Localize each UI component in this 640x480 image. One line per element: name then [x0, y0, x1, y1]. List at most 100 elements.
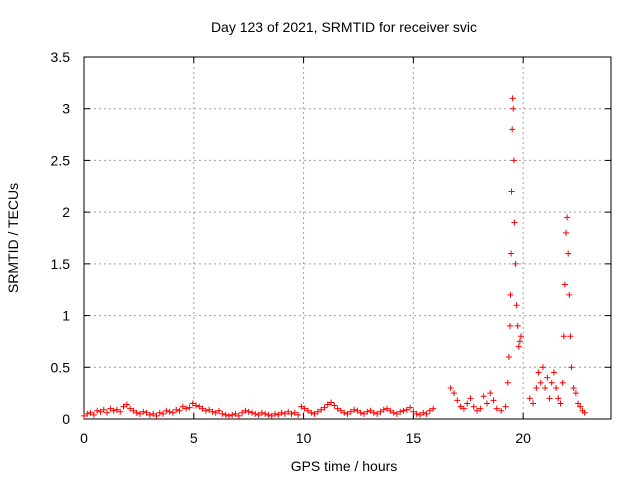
- data-point: [235, 412, 242, 419]
- data-point: [493, 405, 500, 412]
- data-point: [308, 409, 315, 416]
- y-axis-label: SRMTID / TECUs: [5, 183, 21, 293]
- data-point: [222, 411, 229, 418]
- data-point: [400, 407, 407, 414]
- data-point: [374, 410, 381, 417]
- data-point: [225, 412, 232, 419]
- data-point: [377, 408, 384, 415]
- data-point: [351, 406, 358, 413]
- data-point: [324, 401, 331, 408]
- data-point: [420, 409, 427, 416]
- data-point: [130, 407, 137, 414]
- data-point: [367, 407, 374, 414]
- data-point: [262, 410, 269, 417]
- data-point: [397, 408, 404, 415]
- data-point: [516, 338, 523, 345]
- data-point: [544, 374, 551, 381]
- data-point: [487, 390, 494, 397]
- data-point: [515, 343, 522, 350]
- data-point: [480, 393, 487, 400]
- data-point: [460, 405, 467, 412]
- data-point: [166, 408, 173, 415]
- data-point: [321, 404, 328, 411]
- data-point: [311, 410, 318, 417]
- data-point: [285, 408, 292, 415]
- data-point: [568, 364, 575, 371]
- data-point: [454, 397, 461, 404]
- data-point: [539, 364, 546, 371]
- data-point: [526, 395, 533, 402]
- x-tick-label: 20: [515, 430, 531, 446]
- data-point: [510, 157, 517, 164]
- data-point: [153, 412, 160, 419]
- y-tick-label: 2: [62, 204, 70, 220]
- data-point: [517, 333, 524, 340]
- data-point: [450, 390, 457, 397]
- data-point: [150, 410, 157, 417]
- data-point: [407, 404, 414, 411]
- data-point: [559, 379, 566, 386]
- data-point: [513, 302, 520, 309]
- data-point: [127, 405, 134, 412]
- data-point: [314, 408, 321, 415]
- data-point: [189, 400, 196, 407]
- data-point: [506, 322, 513, 329]
- data-point: [179, 403, 186, 410]
- data-point: [507, 291, 514, 298]
- data-point: [557, 400, 564, 407]
- data-point: [186, 404, 193, 411]
- data-point: [219, 410, 226, 417]
- data-point: [81, 412, 87, 419]
- data-point: [577, 403, 584, 410]
- data-point: [470, 403, 477, 410]
- y-tick-label: 2.5: [51, 152, 71, 168]
- data-point: [423, 410, 430, 417]
- data-point: [370, 409, 377, 416]
- data-point: [337, 407, 344, 414]
- data-point: [467, 395, 474, 402]
- data-point: [511, 219, 518, 226]
- data-point: [212, 409, 219, 416]
- x-tick-label: 5: [190, 430, 198, 446]
- data-point: [163, 407, 170, 414]
- data-point: [255, 411, 262, 418]
- grid: [84, 57, 611, 419]
- data-point: [252, 410, 259, 417]
- y-tick-label: 1.5: [51, 256, 71, 272]
- data-point: [90, 411, 97, 418]
- data-point: [410, 408, 417, 415]
- data-point: [416, 411, 423, 418]
- data-point: [341, 409, 348, 416]
- data-point: [258, 409, 265, 416]
- data-point: [288, 410, 295, 417]
- data-point: [104, 409, 111, 416]
- data-point: [510, 105, 517, 112]
- data-point: [192, 402, 199, 409]
- data-point: [97, 408, 104, 415]
- data-point: [548, 379, 555, 386]
- data-point: [107, 405, 114, 412]
- data-point: [357, 409, 364, 416]
- data-point: [509, 126, 516, 133]
- y-tick-label: 3.5: [51, 49, 71, 65]
- data-point: [344, 410, 351, 417]
- data-point: [457, 403, 464, 410]
- data-point: [347, 408, 354, 415]
- data-point: [555, 395, 562, 402]
- data-point: [380, 406, 387, 413]
- data-point: [100, 406, 107, 413]
- data-point: [242, 407, 249, 414]
- data-point: [209, 408, 216, 415]
- data-point: [550, 369, 557, 376]
- data-point: [477, 405, 484, 412]
- data-point: [298, 403, 305, 410]
- data-point: [509, 95, 516, 102]
- data-point: [136, 410, 143, 417]
- data-point: [393, 410, 400, 417]
- data-point: [94, 407, 101, 414]
- data-point: [281, 410, 288, 417]
- data-point: [560, 333, 567, 340]
- data-point: [542, 384, 549, 391]
- data-point: [216, 407, 223, 414]
- data-point: [426, 407, 433, 414]
